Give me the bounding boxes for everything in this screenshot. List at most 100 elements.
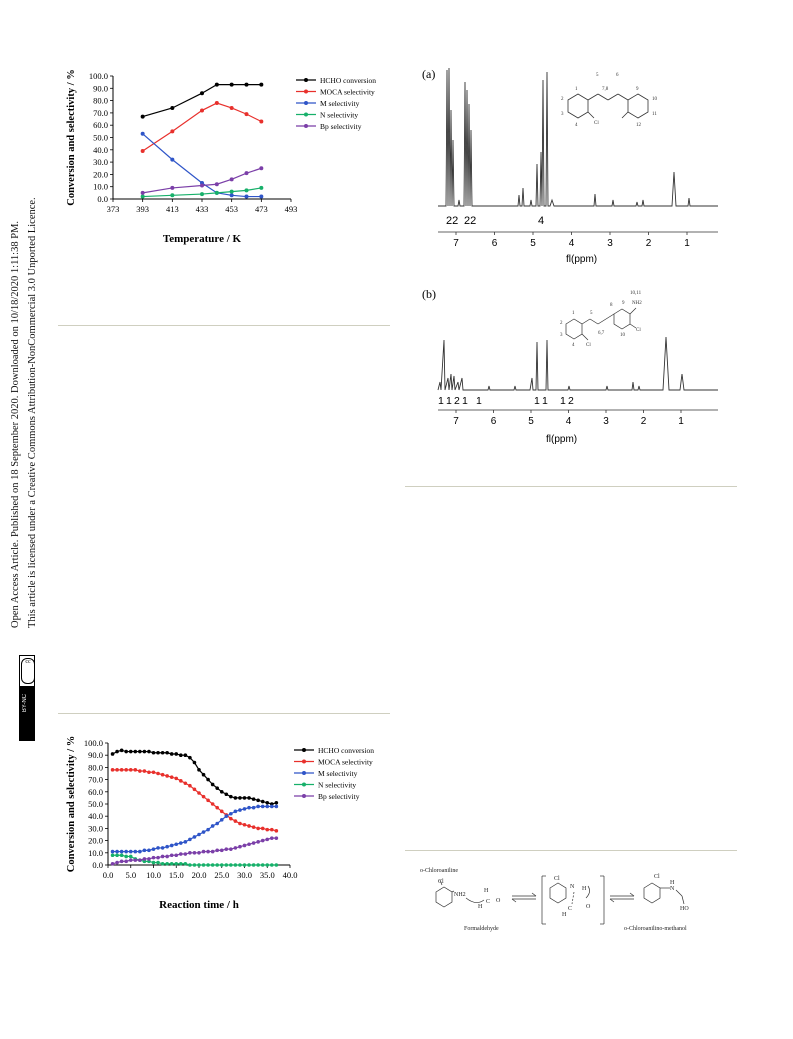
chart2-data-point xyxy=(260,826,265,831)
chart2-data-point xyxy=(219,863,224,867)
chart1-data-point xyxy=(259,82,264,87)
svg-text:1: 1 xyxy=(572,311,575,316)
svg-text:5: 5 xyxy=(590,311,593,316)
chart2-data-point xyxy=(169,775,174,779)
chart2-y-tick-label: 80.0 xyxy=(88,762,103,772)
chart2-data-point xyxy=(119,768,124,772)
chart2-legend-label: N selectivity xyxy=(318,781,356,790)
nmr-tick-label: 2 xyxy=(646,238,652,249)
chart2-data-point xyxy=(156,860,160,865)
chart2-y-tick-label: 10.0 xyxy=(88,848,103,858)
chart2-data-point xyxy=(247,824,251,828)
chart1-y-tick-label: 50.0 xyxy=(93,133,108,143)
nmr-b-label: (b) xyxy=(422,287,436,301)
chart1-y-tick-label: 30.0 xyxy=(93,157,108,167)
nmr-a-atom-labels: 1 2 3 4 5 6 7,8 9 10 11 12 Cl xyxy=(561,73,658,128)
chart1-data-point xyxy=(214,182,219,187)
chart2-y-tick-label: 90.0 xyxy=(88,750,103,760)
svg-text:HO: HO xyxy=(680,906,689,912)
nmr-b-xlabel: fl(ppm) xyxy=(546,434,577,445)
chart2-data-point xyxy=(247,796,251,800)
chart2-data-point xyxy=(229,811,233,816)
chart1-y-tick-label: 70.0 xyxy=(93,108,108,118)
chart2-data-point xyxy=(151,860,156,865)
chart2-data-point xyxy=(188,755,192,760)
chart2-data-point xyxy=(242,796,247,800)
chart1-data-point xyxy=(244,112,249,117)
nmr-tick-label: 7 xyxy=(453,416,459,427)
chart1-y-axis-label: Conversion and selectivity / % xyxy=(66,69,77,206)
chart2-data-point xyxy=(124,854,128,859)
svg-text:9: 9 xyxy=(636,87,639,92)
chart2-data-point xyxy=(138,749,142,754)
chart2-data-point xyxy=(233,796,238,800)
chart-reaction-time: 0.0 10.0 20.0 30.0 40.0 50.0 60.0 70.0 80.0 90.0 1… xyxy=(66,736,374,911)
chart2-data-point xyxy=(188,851,192,855)
svg-text:NH2: NH2 xyxy=(454,892,466,898)
chart2-data-point xyxy=(251,825,256,829)
svg-text:Cl: Cl xyxy=(654,874,660,880)
chart2-data-point xyxy=(210,782,215,787)
chart1-x-axis-label: Temperature / K xyxy=(163,233,242,245)
nmr-a-structure xyxy=(567,93,649,119)
chart2-data-point xyxy=(183,781,188,786)
nmr-tick-label: 3 xyxy=(603,416,609,427)
chart2-data-point xyxy=(183,840,188,844)
chart1-legend-marker xyxy=(304,89,308,94)
nmr-b-integral: 1 xyxy=(446,395,452,407)
chart2-data-point xyxy=(192,835,197,839)
chart2-series-line xyxy=(112,769,277,832)
chart2-x-tick-label: 25.0 xyxy=(214,870,229,880)
chart1-data-point xyxy=(140,190,145,195)
nmr-b-integral: 1 xyxy=(438,395,444,407)
divider-left-2 xyxy=(58,713,390,714)
chart2-x-tick-label: 40.0 xyxy=(283,870,298,880)
chart1-y-tick-label: 80.0 xyxy=(93,96,108,106)
chart2-data-point xyxy=(138,769,142,773)
chart2-data-point xyxy=(174,853,179,858)
svg-text:Cl: Cl xyxy=(586,343,591,348)
chart2-data-point xyxy=(274,804,279,809)
svg-text:O: O xyxy=(586,904,591,910)
nmr-b-atom-labels: 1 2 3 4 5 6,7 8 9 10 10,11 NH2 Cl Cl xyxy=(560,291,642,348)
scheme-structures xyxy=(435,875,685,925)
chart1-data-point xyxy=(170,185,175,190)
svg-text:NH2: NH2 xyxy=(632,301,642,306)
nmr-tick-label: 4 xyxy=(566,416,572,427)
chart2-data-point xyxy=(142,769,147,773)
chart1-legend-label: Bp selectivity xyxy=(320,122,362,131)
chart2-data-point xyxy=(160,846,165,850)
svg-text:H: H xyxy=(582,886,587,892)
chart2-data-point xyxy=(160,861,165,866)
chart2-data-point xyxy=(210,849,215,854)
svg-text:3: 3 xyxy=(560,333,563,338)
svg-text:10: 10 xyxy=(652,97,658,102)
chart1-data-point xyxy=(229,177,234,182)
chart1-data-point xyxy=(259,119,264,124)
svg-text:9: 9 xyxy=(622,301,625,306)
chart2-data-point xyxy=(160,854,165,859)
chart2-data-point xyxy=(229,847,233,851)
chart2-data-point xyxy=(142,749,147,754)
chart2-data-point xyxy=(156,771,160,776)
reactant-name: o-Chloroaniline xyxy=(420,868,458,874)
chart2-data-point xyxy=(115,768,119,772)
chart2-data-point xyxy=(238,796,242,800)
chart2-data-point xyxy=(233,846,238,850)
svg-text:2: 2 xyxy=(561,97,564,102)
chart2-data-point xyxy=(128,858,133,862)
chart2-data-point xyxy=(169,843,174,848)
chart2-data-point xyxy=(233,819,238,823)
chart2-data-point xyxy=(110,861,115,866)
chart2-y-tick-label: 30.0 xyxy=(88,823,103,833)
chart2-data-point xyxy=(224,863,229,867)
svg-text:10,11: 10,11 xyxy=(630,291,642,296)
cc-license-badge[interactable]: cc BY-NC xyxy=(19,655,35,741)
chart2-data-point xyxy=(183,753,188,757)
chart2-data-point xyxy=(165,750,169,755)
chart2-data-point xyxy=(110,849,115,854)
chart2-data-point xyxy=(133,768,138,772)
chart2-data-point xyxy=(160,772,165,777)
